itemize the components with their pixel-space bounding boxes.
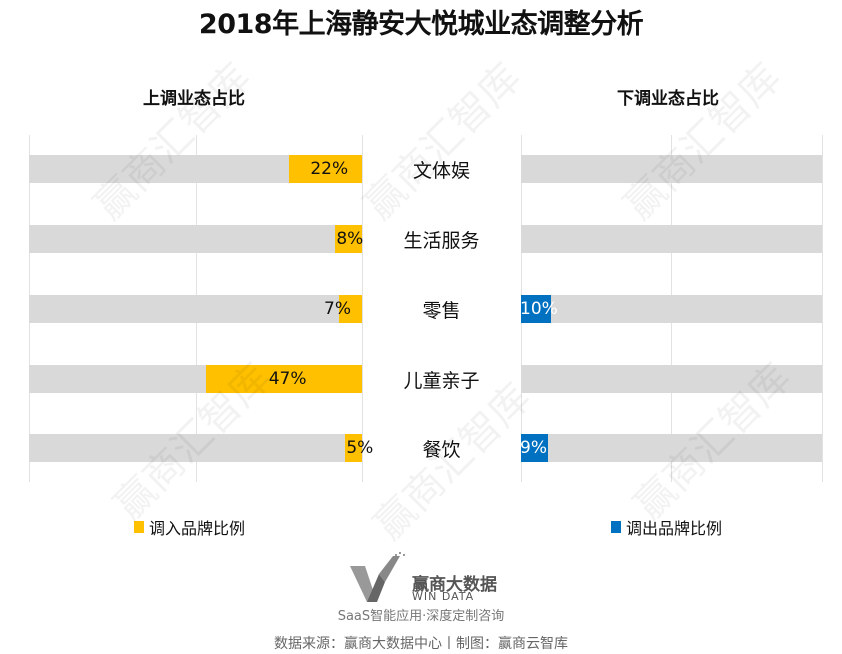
left-bar-track — [29, 365, 362, 393]
watermark: 赢商汇智库 — [355, 54, 530, 229]
right-bar-value: 9% — [520, 438, 547, 458]
legend-label: 调出品牌比例 — [626, 519, 723, 538]
gridline — [362, 135, 363, 482]
source-note: 数据来源：赢商大数据中心丨制图：赢商云智库 — [274, 636, 568, 652]
right-bar — [521, 295, 551, 323]
left-bar-track — [29, 295, 362, 323]
left-bar — [288, 155, 362, 183]
category-label: 生活服务 — [403, 230, 480, 252]
win-data-logo-icon — [350, 552, 405, 602]
left-bar-value: 7% — [324, 299, 351, 319]
left-bar — [205, 365, 362, 393]
tagline: SaaS智能应用·深度定制咨询 — [337, 609, 505, 624]
category-label: 文体娱 — [412, 160, 470, 182]
right-bar-value: 10% — [520, 299, 558, 319]
category-label: 儿童亲子 — [403, 370, 480, 392]
right-bar-track — [521, 434, 822, 462]
category-label: 零售 — [422, 300, 461, 322]
left-bar-value: 47% — [268, 369, 307, 389]
legend-swatch-blue — [611, 521, 621, 533]
left-bar-track — [29, 434, 362, 462]
watermark: 赢商汇智库 — [615, 54, 790, 229]
left-bar-track — [29, 155, 362, 183]
left-bar-value: 8% — [336, 229, 364, 249]
right-bar-track — [521, 225, 822, 253]
left-bar-track — [29, 225, 362, 253]
right-bar-track — [521, 155, 822, 183]
left-bar — [345, 434, 362, 462]
left-bar-value: 5% — [346, 438, 374, 458]
logo-name: 赢商大数据 — [412, 575, 497, 595]
left-bar — [335, 225, 362, 253]
category-label: 餐饮 — [422, 439, 461, 461]
right-bar-track — [521, 365, 822, 393]
logo-sub: WIN DATA — [412, 590, 475, 603]
left-bar — [338, 295, 362, 323]
chart-title: 2018年上海静安大悦城业态调整分析 — [198, 9, 644, 40]
left-bar-value: 22% — [310, 159, 349, 179]
legend-swatch-yellow — [134, 521, 144, 533]
legend-item-in: 调入品牌比例 — [134, 515, 245, 539]
left-panel-title: 上调业态占比 — [143, 89, 245, 109]
right-bar-track — [521, 295, 822, 323]
watermark: 赢商汇智库 — [85, 54, 260, 229]
legend-item-out: 调出品牌比例 — [611, 515, 722, 539]
legend-label: 调入品牌比例 — [149, 519, 246, 538]
right-bar — [521, 434, 548, 462]
gridline — [822, 135, 823, 482]
right-panel-title: 下调业态占比 — [617, 89, 719, 109]
